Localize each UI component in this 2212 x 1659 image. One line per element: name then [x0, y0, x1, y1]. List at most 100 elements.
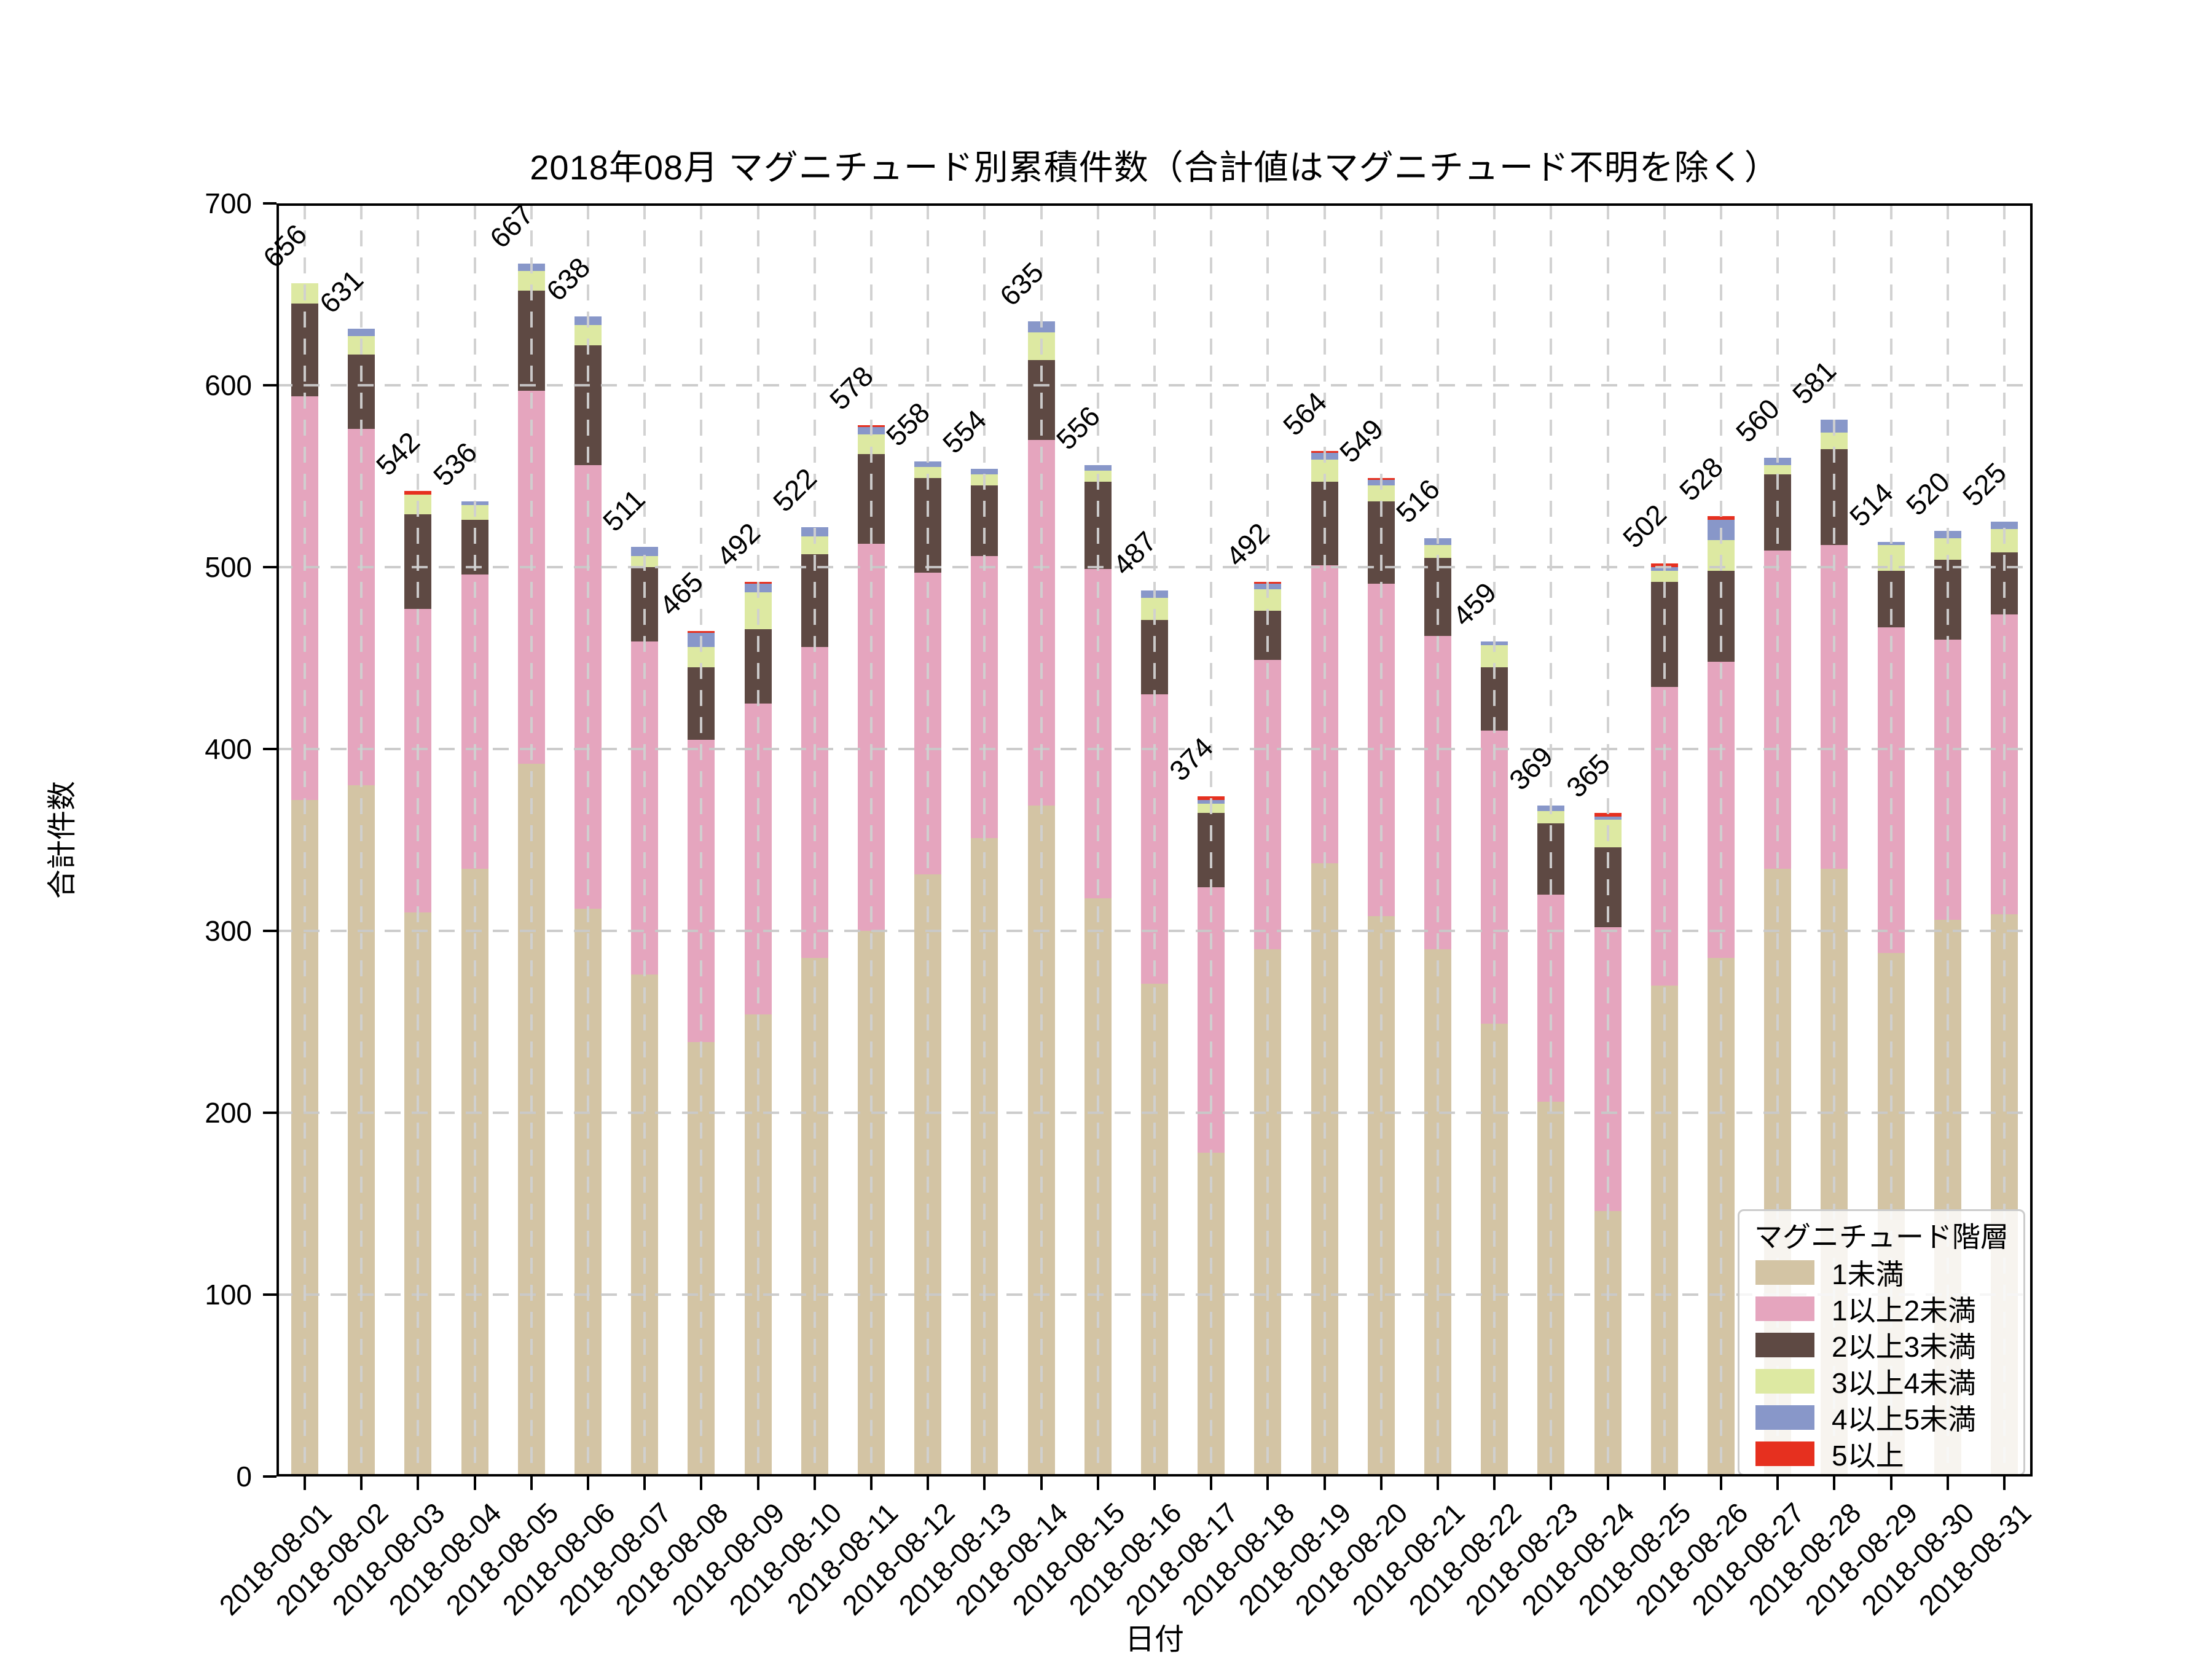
v-gridline	[870, 203, 873, 1477]
v-gridline	[417, 203, 420, 1477]
y-tick-mark	[263, 384, 276, 386]
v-gridline	[304, 203, 307, 1477]
v-gridline	[530, 203, 533, 1477]
y-tick-label: 700	[205, 187, 252, 219]
x-tick-mark	[473, 1477, 476, 1490]
v-gridline	[1096, 203, 1099, 1477]
v-gridline	[643, 203, 646, 1477]
y-tick-mark	[263, 202, 276, 205]
v-gridline	[1663, 203, 1666, 1477]
legend-item: 5以上	[1752, 1435, 2011, 1472]
v-gridline	[1493, 203, 1496, 1477]
y-tick-label: 400	[205, 733, 252, 765]
v-gridline	[813, 203, 816, 1477]
y-tick-mark	[263, 1475, 276, 1478]
v-gridline	[1436, 203, 1439, 1477]
legend-label: 1以上2未満	[1832, 1294, 1977, 1327]
v-gridline	[1946, 203, 1949, 1477]
v-gridline	[1719, 203, 1722, 1477]
chart-title: 2018年08月 マグニチュード別累積件数（合計値はマグニチュード不明を除く）	[530, 148, 1779, 187]
x-tick-mark	[1210, 1477, 1213, 1490]
legend-item: 2以上3未満	[1752, 1327, 2011, 1363]
x-tick-mark	[1776, 1477, 1779, 1490]
legend-title: マグニチュード階層	[1754, 1221, 2009, 1253]
legend-label: 3以上4未満	[1832, 1367, 1977, 1399]
y-tick-label: 200	[205, 1097, 252, 1129]
y-tick-label: 300	[205, 915, 252, 947]
x-tick-mark	[643, 1477, 646, 1490]
x-tick-mark	[1889, 1477, 1892, 1490]
legend-swatch-1未満	[1755, 1260, 1814, 1285]
x-tick-mark	[1833, 1477, 1836, 1490]
x-tick-mark	[756, 1477, 759, 1490]
v-gridline	[983, 203, 986, 1477]
legend-item: 1以上2未満	[1752, 1290, 2011, 1327]
legend-swatch-1以上2未満	[1755, 1296, 1814, 1321]
v-gridline	[1776, 203, 1779, 1477]
y-tick-mark	[263, 566, 276, 568]
x-tick-mark	[1040, 1477, 1043, 1490]
legend: マグニチュード階層 1未満 1以上2未満 2以上3未満 3以上4未満 4以上5未満 5以上	[1738, 1209, 2025, 1476]
v-gridline	[927, 203, 930, 1477]
y-tick-mark	[263, 1112, 276, 1114]
v-gridline	[2002, 203, 2006, 1477]
y-tick-label: 600	[205, 369, 252, 401]
legend-label: 1未満	[1832, 1258, 1904, 1290]
legend-item: 4以上5未満	[1752, 1399, 2011, 1435]
y-tick-mark	[263, 1293, 276, 1296]
y-tick-label: 500	[205, 551, 252, 583]
legend-label: 2以上3未満	[1832, 1330, 1977, 1363]
legend-label: 4以上5未満	[1832, 1403, 1977, 1435]
y-tick-label: 100	[205, 1279, 252, 1311]
x-tick-mark	[813, 1477, 816, 1490]
legend-swatch-3以上4未満	[1755, 1368, 1814, 1394]
x-tick-mark	[530, 1477, 533, 1490]
x-tick-mark	[700, 1477, 703, 1490]
x-tick-mark	[1719, 1477, 1722, 1490]
v-gridline	[1833, 203, 1836, 1477]
x-tick-mark	[1323, 1477, 1326, 1490]
v-gridline	[700, 203, 703, 1477]
v-gridline	[1379, 203, 1382, 1477]
x-tick-mark	[1493, 1477, 1496, 1490]
y-tick-mark	[263, 930, 276, 932]
x-tick-mark	[1436, 1477, 1439, 1490]
v-gridline	[1550, 203, 1553, 1477]
v-gridline	[1266, 203, 1269, 1477]
v-gridline	[587, 203, 590, 1477]
y-tick-mark	[263, 748, 276, 750]
x-tick-mark	[1550, 1477, 1553, 1490]
x-tick-mark	[587, 1477, 590, 1490]
x-tick-mark	[1946, 1477, 1949, 1490]
v-gridline	[473, 203, 476, 1477]
legend-item: 3以上4未満	[1752, 1363, 2011, 1399]
x-tick-mark	[360, 1477, 363, 1490]
v-gridline	[1889, 203, 1892, 1477]
v-gridline	[756, 203, 759, 1477]
y-tick-label: 0	[236, 1461, 252, 1492]
legend-rows: 1未満 1以上2未満 2以上3未満 3以上4未満 4以上5未満 5以上	[1752, 1254, 2011, 1472]
x-tick-mark	[1266, 1477, 1269, 1490]
x-tick-mark	[1663, 1477, 1666, 1490]
v-gridline	[1323, 203, 1326, 1477]
v-gridline	[1153, 203, 1156, 1477]
x-tick-mark	[927, 1477, 930, 1490]
x-tick-mark	[1096, 1477, 1099, 1490]
x-tick-mark	[1606, 1477, 1609, 1490]
x-tick-mark	[870, 1477, 873, 1490]
x-tick-mark	[304, 1477, 307, 1490]
x-tick-mark	[2002, 1477, 2006, 1490]
v-gridline	[360, 203, 363, 1477]
x-tick-mark	[1379, 1477, 1382, 1490]
legend-label: 5以上	[1832, 1439, 1904, 1472]
legend-item: 1未満	[1752, 1254, 2011, 1290]
x-tick-mark	[1153, 1477, 1156, 1490]
x-axis-label: 日付	[1124, 1623, 1184, 1656]
x-tick-mark	[417, 1477, 420, 1490]
legend-swatch-4以上5未満	[1755, 1405, 1814, 1430]
legend-swatch-5以上	[1755, 1441, 1814, 1466]
v-gridline	[1606, 203, 1609, 1477]
y-axis-label: 合計件数	[46, 780, 79, 900]
v-gridline	[1210, 203, 1213, 1477]
